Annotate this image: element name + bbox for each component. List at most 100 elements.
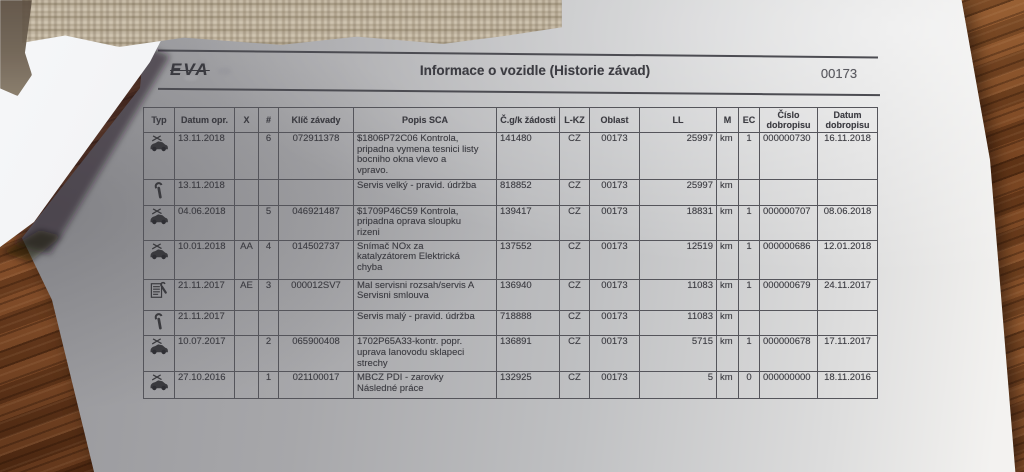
cell-m: km <box>716 309 739 337</box>
eva-logo: EVA <box>162 56 238 88</box>
cell-ll: 11083 <box>639 309 717 337</box>
cell-klic_zavady <box>278 179 354 206</box>
cell-ll: 5 <box>639 371 717 400</box>
column-header: LL <box>639 107 717 133</box>
column-header: Klíč závady <box>278 107 354 133</box>
table-row: 13.11.2018 Servis velký - pravid. údržba 8… <box>143 179 878 206</box>
cell-datum_dobropisu: 17.11.2017 <box>817 335 878 373</box>
cell-popis: MBCZ PDI - zarovky Následné práce <box>353 371 497 400</box>
cell-num: 2 <box>258 335 279 373</box>
cell-zadost: 141480 <box>496 132 560 180</box>
logo-text: EVA <box>170 60 210 79</box>
cell-typ <box>143 278 175 311</box>
cell-l_kz: CZ <box>559 204 590 241</box>
cell-m: km <box>716 239 739 280</box>
table-row: 27.10.2016 1 021100017 MBCZ PDI - zarovky N… <box>143 371 878 400</box>
cell-datum_opr: 10.07.2017 <box>174 335 235 373</box>
cell-klic_zavady: 072911378 <box>278 132 354 180</box>
cell-datum_dobropisu: 12.01.2018 <box>817 239 878 280</box>
cell-oblast: 00173 <box>589 278 640 311</box>
cell-ec: 1 <box>738 204 760 241</box>
table-row: 10.07.2017 2 065900408 1702P65A33-kontr. po… <box>143 335 878 373</box>
cell-num: 1 <box>258 371 279 400</box>
table-row: 13.11.2018 6 072911378 $1806P72C06 Kontrola… <box>143 132 878 180</box>
cell-ec: 1 <box>738 239 760 280</box>
column-header: Popis SCA <box>353 107 497 133</box>
cell-popis: Servis velký - pravid. údržba <box>353 179 497 206</box>
cell-typ <box>143 371 175 400</box>
column-header: M <box>716 107 739 133</box>
cell-m: km <box>716 335 739 373</box>
cell-klic_zavady: 000012SV7 <box>278 278 354 311</box>
cell-cislo_dobropisu: 000000679 <box>759 278 818 311</box>
column-header: Typ <box>143 107 175 133</box>
cell-m: km <box>716 132 739 180</box>
cell-zadost: 718888 <box>496 309 560 337</box>
cell-l_kz: CZ <box>559 278 590 311</box>
contract-wrench-icon <box>148 281 170 300</box>
car-service-icon <box>148 134 170 153</box>
cell-cislo_dobropisu: 000000730 <box>759 132 818 180</box>
car-service-icon <box>148 207 170 226</box>
document-title: Informace o vozidle (Historie závad) <box>419 63 651 78</box>
car-service-icon <box>148 242 170 261</box>
column-header: X <box>234 107 259 133</box>
cell-datum_dobropisu: 16.11.2018 <box>817 132 878 180</box>
cell-zadost: 136891 <box>496 335 560 373</box>
fault-history-table: Typ Datum opr. X # Klíč závady Popis SCA Č.g/k… <box>143 107 878 400</box>
table-header-row: Typ Datum opr. X # Klíč závady Popis SCA Č.g/k… <box>143 107 878 133</box>
cell-popis: 1702P65A33-kontr. popr. uprava lanovodu … <box>353 335 497 373</box>
cell-datum_opr: 04.06.2018 <box>174 204 235 241</box>
cell-cislo_dobropisu: 000000707 <box>759 204 818 241</box>
cell-ll: 25997 <box>639 132 717 180</box>
car-service-icon <box>148 337 170 356</box>
column-header: Číslo dobropisu <box>759 107 818 133</box>
cell-x <box>234 335 259 373</box>
cell-ll: 11083 <box>639 278 717 311</box>
cell-l_kz: CZ <box>559 239 590 280</box>
cell-zadost: 136940 <box>496 278 560 311</box>
cell-m: km <box>716 371 739 400</box>
cell-ec <box>738 309 760 337</box>
cell-cislo_dobropisu: 000000686 <box>759 239 818 280</box>
header-rule-bottom <box>158 87 880 97</box>
cell-x <box>234 132 259 180</box>
cell-x: AA <box>234 239 259 280</box>
column-header: Datum opr. <box>174 107 235 133</box>
wrench-icon <box>148 181 170 200</box>
cell-oblast: 00173 <box>589 204 640 241</box>
cell-popis: Snímač NOx za katalyzátorem Elektrická c… <box>353 239 497 280</box>
fault-table-body: 13.11.2018 6 072911378 $1806P72C06 Kontrola… <box>143 132 878 400</box>
cell-popis: $1806P72C06 Kontrola, pripadna vymena te… <box>353 132 497 180</box>
wrench-icon <box>148 312 170 331</box>
cell-klic_zavady: 014502737 <box>278 239 354 280</box>
cell-typ <box>143 204 175 241</box>
column-header: Datum dobropisu <box>817 107 878 133</box>
cell-datum_opr: 13.11.2018 <box>174 179 235 206</box>
cell-ll: 25997 <box>639 179 717 206</box>
cell-num: 5 <box>258 204 279 241</box>
cell-typ <box>143 132 175 180</box>
cell-num <box>258 179 279 206</box>
cell-ll: 12519 <box>639 239 717 280</box>
cell-oblast: 00173 <box>589 179 640 206</box>
cell-datum_dobropisu: 24.11.2017 <box>817 278 878 311</box>
cell-datum_opr: 10.01.2018 <box>174 239 235 280</box>
cell-popis: $1709P46C59 Kontrola, pripadna oprava sl… <box>353 204 497 241</box>
cell-datum_dobropisu <box>817 309 878 337</box>
cell-datum_dobropisu <box>817 179 878 206</box>
column-header: Č.g/k žádosti <box>496 107 560 133</box>
column-header: # <box>258 107 279 133</box>
cell-num: 3 <box>258 278 279 311</box>
cell-ec <box>738 179 760 206</box>
cell-l_kz: CZ <box>559 371 590 400</box>
cell-klic_zavady: 065900408 <box>278 335 354 373</box>
cell-ec: 0 <box>738 371 760 400</box>
table-row: 10.01.2018 AA 4 014502737 Snímač NOx za kata… <box>143 239 878 280</box>
cell-oblast: 00173 <box>589 132 640 180</box>
cell-oblast: 00173 <box>589 335 640 373</box>
cell-ec: 1 <box>738 132 760 180</box>
